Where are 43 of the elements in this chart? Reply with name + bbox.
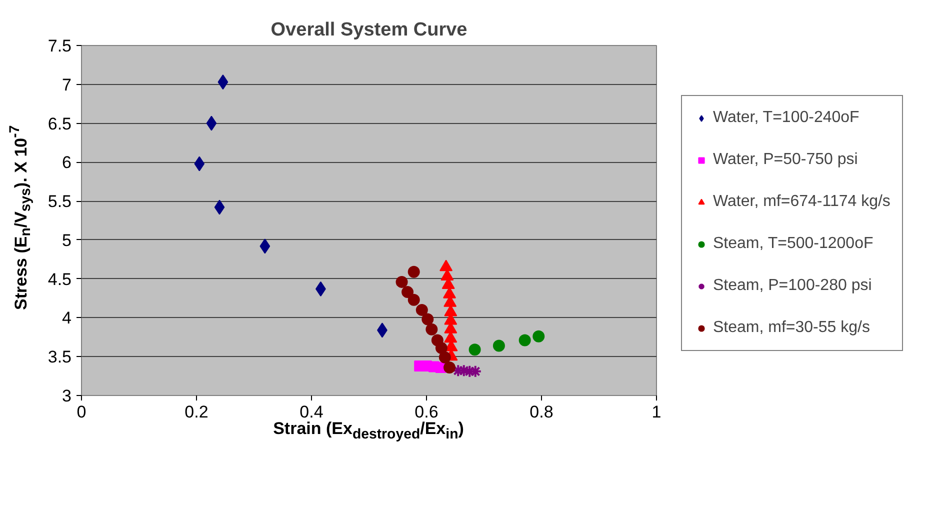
y-tick-label: 4.5 [48,270,72,289]
y-tick-label: 7 [62,75,72,94]
x-tick-label: 0.6 [414,402,438,422]
legend-label: Steam, mf=30-55 kg/s [713,318,870,336]
y-tick-label: 5 [62,230,72,250]
point [426,323,438,336]
legend-label: Water, P=50-750 psi [713,150,858,168]
x-tick-label: 0 [76,402,86,422]
point [422,313,434,326]
y-tick-label: 5.5 [48,192,72,212]
y-tick-label: 3.5 [48,348,72,367]
legend-label: Water, T=100-240oF [713,108,860,126]
point [402,286,414,298]
point [408,266,420,278]
point [218,74,228,90]
point [214,200,225,215]
x-tick-label: 0.8 [530,402,554,422]
y-tick-label: 3 [62,386,72,406]
point [468,344,481,356]
point [408,294,420,306]
x-tick-label: 0.2 [184,402,208,422]
legend-label: Steam, T=500-1200oF [713,234,874,252]
point [438,351,451,364]
point [532,330,545,342]
y-tick-label: 6.5 [48,114,72,134]
y-tick-label: 6 [62,153,72,172]
point [518,334,531,346]
y-tick-label: 4 [62,308,72,328]
point [416,304,428,316]
point [435,342,448,354]
point [260,238,270,254]
x-axis-title: Strain (Ex$_{destroyed}$/Ex$_{in}$) [273,419,464,442]
x-tick-label: 1 [652,402,662,422]
point [492,340,505,352]
y-tick-label: 7.5 [48,36,72,56]
x-tick-label: 0.4 [300,402,324,422]
point [396,276,408,288]
point [194,156,205,172]
point [444,362,456,374]
chart-title: Overall System Curve [270,20,468,40]
legend-label: Water, mf=674-1174 kg/s [713,192,890,210]
legend-label: Steam, P=100-280 psi [713,276,872,294]
point [206,116,217,131]
